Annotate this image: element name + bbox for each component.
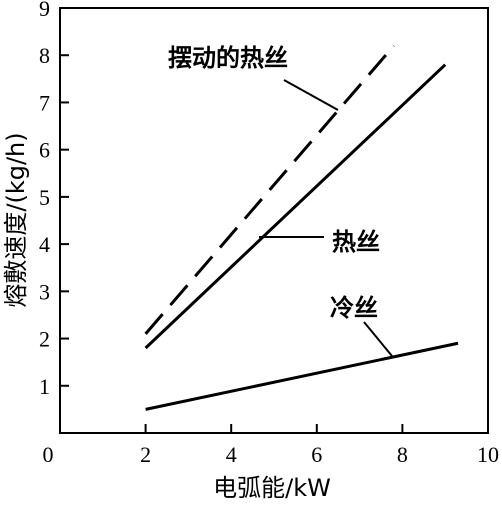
y-tick-label: 5 [39, 185, 50, 210]
x-axis-ticks: 0 2 4 6 8 10 [43, 424, 499, 467]
annotations: 摆动的热丝 热丝 冷丝 [168, 44, 393, 357]
series-line-cold-wire [145, 341, 459, 411]
x-tick-label: 2 [140, 442, 151, 467]
x-tick-label: 0 [43, 442, 54, 467]
y-tick-label: 6 [39, 138, 50, 163]
annotation-label-hot-wire: 热丝 [332, 228, 380, 256]
x-tick-label: 6 [311, 442, 322, 467]
x-axis-label: 电弧能/kW [213, 474, 331, 502]
annotation-label-cold-wire: 冷丝 [330, 294, 378, 322]
y-tick-label: 3 [39, 279, 50, 304]
series-line-swing-hot-wire [144, 44, 395, 335]
x-tick-label: 8 [397, 442, 408, 467]
annotation-leader-cold-wire [363, 321, 393, 357]
annotation-label-swing-hot-wire: 摆动的热丝 [168, 44, 288, 72]
y-tick-label: 2 [39, 327, 50, 352]
y-tick-label: 4 [39, 232, 50, 257]
x-tick-label: 10 [477, 442, 499, 467]
y-axis-ticks: 1 2 3 4 5 6 7 8 9 [39, 0, 69, 399]
y-tick-label: 7 [39, 90, 50, 115]
y-axis-label: 熔敷速度/(kg/h) [2, 132, 30, 307]
series-layer [144, 44, 459, 411]
plot-frame [59, 7, 489, 434]
y-tick-label: 9 [39, 0, 50, 21]
y-tick-label: 8 [39, 43, 50, 68]
x-tick-label: 4 [226, 442, 237, 467]
y-tick-label: 1 [39, 374, 50, 399]
annotation-leader-swing-hot-wire [283, 79, 339, 111]
series-line-hot-wire [144, 63, 447, 350]
